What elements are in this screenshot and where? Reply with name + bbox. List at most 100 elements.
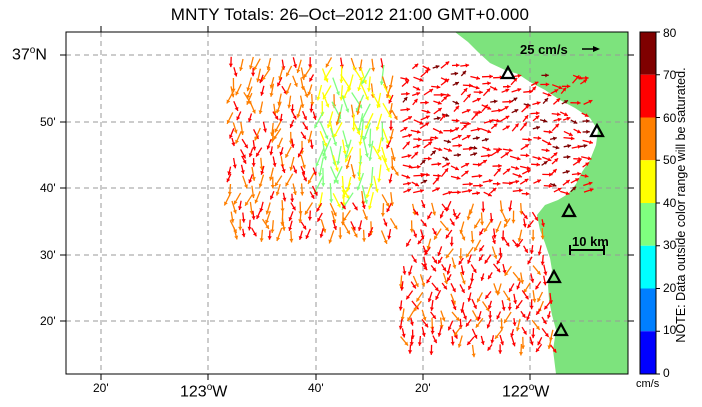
current-vector-head — [558, 85, 563, 90]
current-vector-head — [386, 208, 391, 213]
current-vector-head — [557, 117, 562, 122]
current-vector-head — [329, 199, 334, 203]
current-vector-head — [476, 136, 480, 141]
current-vector-head — [568, 132, 573, 136]
current-vector-head — [256, 152, 260, 157]
current-vector-head — [428, 156, 432, 161]
current-vector-head — [504, 223, 508, 228]
current-vector-head — [479, 231, 483, 236]
current-vector-head — [429, 351, 434, 355]
current-vector-head — [470, 278, 475, 283]
current-vector-head — [298, 236, 303, 240]
current-vector-head — [279, 151, 284, 156]
current-vector-head — [285, 182, 290, 187]
current-vector-head — [324, 76, 328, 81]
current-vector-head — [493, 86, 498, 91]
current-vector-head — [577, 144, 582, 149]
current-vector-head — [426, 279, 431, 284]
current-vector-head — [544, 305, 549, 310]
current-vector-head — [427, 215, 431, 220]
current-vector-head — [498, 108, 502, 113]
current-vector-head — [496, 315, 501, 320]
current-vector-head — [529, 341, 534, 346]
current-vector-head — [414, 151, 418, 156]
current-vector-head — [252, 232, 257, 237]
current-vector-head — [441, 317, 446, 322]
current-vector-head — [304, 125, 308, 130]
current-vector-head — [242, 159, 247, 164]
current-vector-head — [314, 191, 318, 196]
current-vector-head — [307, 139, 312, 144]
current-vector-head — [438, 147, 443, 152]
current-vector-head — [467, 121, 471, 126]
current-vector-head — [543, 118, 548, 123]
current-vector-head — [421, 204, 426, 208]
current-vector-head — [480, 276, 485, 281]
current-vector-head — [357, 177, 362, 181]
current-vector-head — [312, 115, 317, 120]
current-vector-head — [266, 66, 271, 70]
current-vector-head — [435, 177, 440, 182]
colorbar — [639, 31, 660, 375]
colorbar-segment — [640, 32, 656, 75]
current-vector-head — [457, 153, 461, 158]
current-vector-head — [344, 158, 349, 163]
current-vector-head — [469, 182, 473, 187]
colorbar-segment — [640, 160, 656, 203]
current-vector-head — [278, 76, 283, 80]
current-vector-head — [525, 153, 530, 158]
current-vector-head — [251, 72, 256, 77]
current-vector-head — [420, 189, 424, 193]
current-vector-head — [419, 120, 424, 125]
current-vector-head — [227, 171, 232, 176]
current-vector-head — [374, 188, 379, 193]
current-vector-head — [490, 339, 495, 344]
current-vector-head — [474, 247, 478, 252]
current-vector-head — [455, 105, 459, 110]
current-vector-head — [239, 67, 244, 71]
current-vector-head — [355, 107, 360, 112]
current-vector-head — [464, 170, 469, 175]
current-vector-head — [536, 125, 540, 130]
current-vector-head — [562, 87, 567, 92]
current-vector-head — [458, 260, 463, 265]
current-vector-head — [474, 112, 479, 117]
current-vector-head — [345, 195, 350, 199]
current-vector-head — [358, 141, 363, 146]
current-vector-head — [414, 182, 419, 187]
current-vector-head — [468, 146, 473, 151]
current-vector-head — [555, 145, 560, 150]
current-vector-head — [409, 342, 414, 346]
current-vector-head — [303, 116, 307, 120]
current-vector-head — [512, 322, 517, 326]
current-vector-head — [501, 237, 506, 241]
current-vector-head — [342, 150, 347, 155]
current-vector-head — [521, 313, 526, 318]
current-vector-head — [234, 106, 239, 111]
current-vector-head — [496, 291, 501, 296]
current-vector-head — [504, 271, 509, 276]
current-vector-head — [522, 223, 527, 228]
current-vector-head — [506, 297, 511, 302]
current-vector-head — [414, 211, 419, 216]
current-vector-head — [272, 162, 277, 167]
current-vector-head — [567, 144, 572, 149]
current-vector-head — [467, 341, 471, 345]
current-vector-head — [565, 169, 570, 174]
current-vector-head — [252, 146, 257, 151]
current-vector-head — [439, 214, 444, 219]
current-vector-head — [424, 323, 429, 328]
current-vector-head — [545, 148, 550, 153]
current-vector-head — [318, 172, 323, 177]
current-vector-head — [536, 101, 541, 106]
current-vector-head — [293, 169, 298, 174]
current-vector-head — [270, 195, 274, 200]
current-vector-head — [514, 123, 519, 128]
current-vector-head — [445, 207, 450, 212]
current-vector-head — [256, 215, 260, 219]
lon-label-20w-right: 20' — [415, 381, 431, 395]
current-vector-head — [434, 287, 439, 292]
current-vector-head — [520, 280, 525, 284]
current-vector-head — [406, 174, 411, 179]
